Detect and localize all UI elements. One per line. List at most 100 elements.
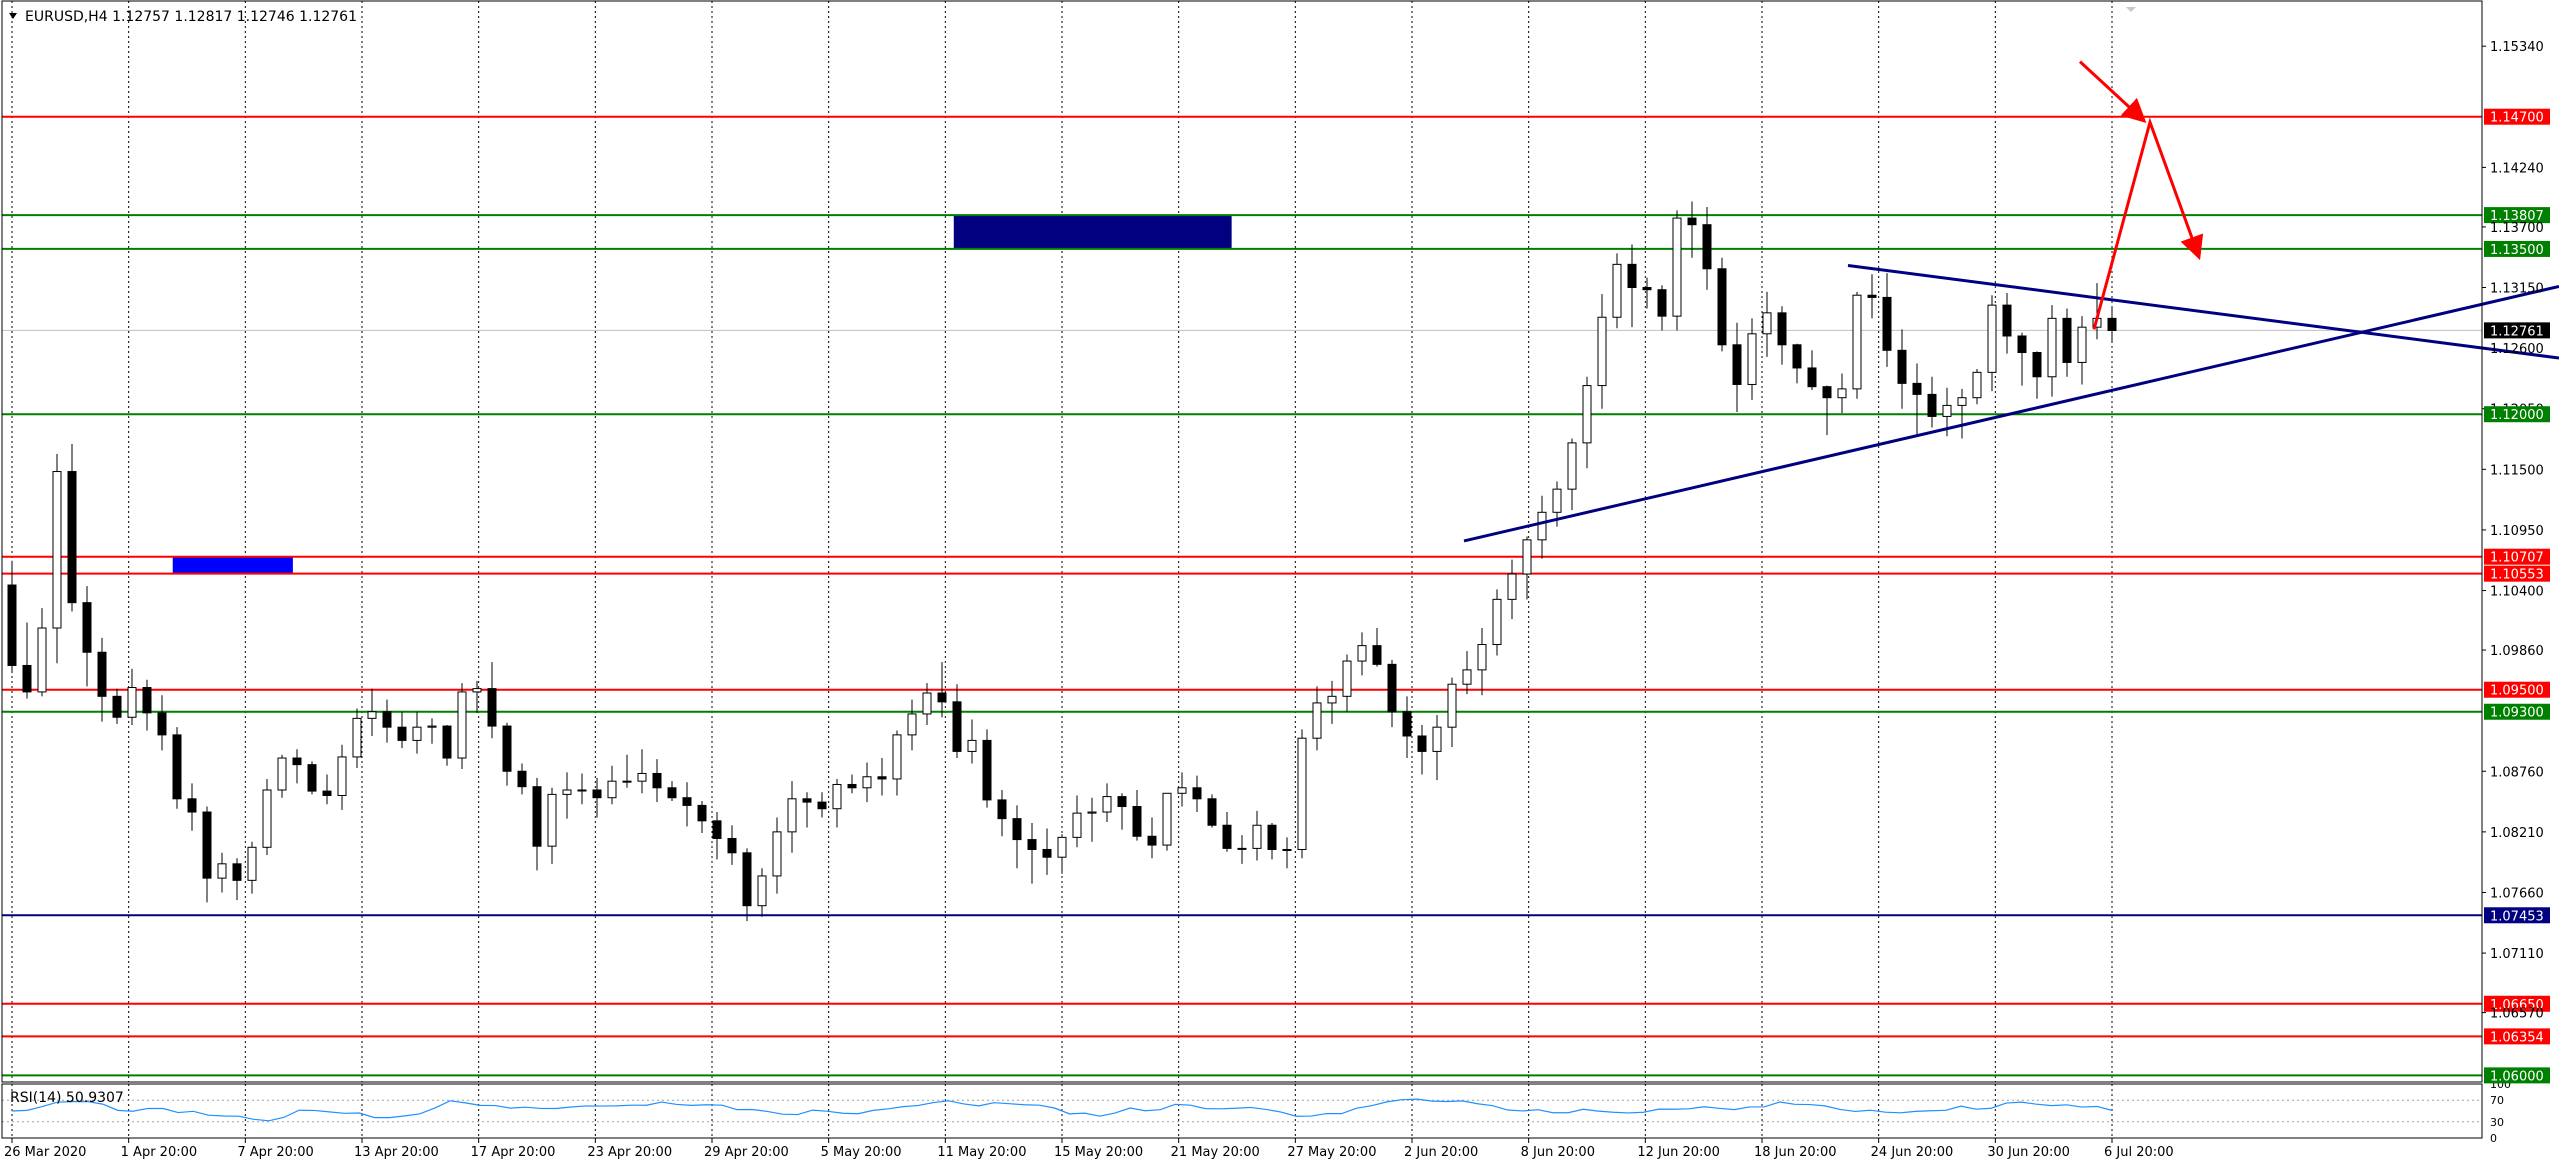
candle-body [1507, 573, 1517, 600]
candle [1462, 651, 1472, 695]
candle-body [2047, 317, 2057, 378]
candle-body [652, 772, 662, 789]
price-tick-label: 1.08760 [2490, 765, 2544, 780]
candle [1447, 677, 1457, 748]
price-label-box [2484, 240, 2550, 257]
candle-body [1537, 511, 1547, 541]
candle-body [547, 793, 557, 847]
candle-body [1222, 824, 1232, 849]
candle [142, 679, 152, 731]
candle [517, 763, 527, 795]
candle [1372, 628, 1382, 667]
price-label-box [2484, 207, 2550, 224]
chart-shift-marker-icon[interactable] [2126, 7, 2136, 12]
candle [727, 825, 737, 865]
candle-body [67, 471, 77, 604]
candle-body [1177, 787, 1187, 794]
triangle-down-icon[interactable] [9, 13, 17, 19]
price-label: 1.06354 [2490, 1030, 2544, 1045]
time-tick-label: 17 Apr 20:00 [471, 1145, 556, 1160]
candle-body [52, 471, 62, 629]
candle-body [1342, 660, 1352, 697]
candle [1102, 783, 1112, 822]
candle-body [1762, 312, 1772, 335]
candle-body [1012, 818, 1022, 841]
candle [2077, 316, 2087, 385]
candle [1432, 715, 1442, 781]
candle-body [7, 584, 17, 666]
price-label: 1.12000 [2490, 408, 2544, 423]
candle-body [712, 820, 722, 839]
candle [352, 708, 362, 768]
candle-body [412, 726, 422, 741]
candle-body [1237, 847, 1247, 850]
candle [1792, 343, 1802, 384]
candle-body [367, 711, 377, 719]
candle-body [1147, 835, 1157, 846]
candle-body [1612, 263, 1622, 318]
candle [82, 586, 92, 687]
candle [427, 718, 437, 744]
candle-body [907, 713, 917, 736]
candle-body [1822, 386, 1832, 399]
time-tick-label: 21 May 20:00 [1171, 1145, 1260, 1160]
candle [1057, 834, 1067, 874]
candle [1327, 680, 1337, 724]
candle-body [787, 798, 797, 833]
candle-body [1597, 316, 1607, 387]
candle-body [832, 783, 842, 810]
candle-body [1792, 344, 1802, 369]
candle [967, 719, 977, 764]
candle [997, 789, 1007, 837]
candle-body [82, 602, 92, 653]
candle [1567, 438, 1577, 511]
candle [892, 730, 902, 796]
candle-body [1972, 371, 1982, 399]
price-label: 1.13807 [2490, 209, 2544, 224]
candle [1702, 207, 1712, 290]
candle [247, 841, 257, 894]
candle [37, 608, 47, 697]
candle-body [127, 687, 137, 718]
candle-body [322, 790, 332, 796]
candle-body [1732, 344, 1742, 385]
candle-body [2002, 304, 2012, 337]
zones [172, 215, 1232, 574]
price-label-box [2484, 406, 2550, 423]
candle [562, 772, 572, 819]
candle [1717, 257, 1727, 352]
price-label: 1.06650 [2490, 998, 2544, 1013]
price-label-box [2484, 548, 2550, 565]
candle-body [1327, 695, 1337, 704]
time-tick-label: 23 Apr 20:00 [587, 1145, 672, 1160]
candle [382, 699, 392, 743]
time-tick-label: 15 May 20:00 [1054, 1145, 1143, 1160]
candle-body [172, 734, 182, 800]
candle [487, 662, 497, 739]
candle-body [1897, 349, 1907, 384]
horizontal-levels [2, 115, 2482, 1077]
candle [1507, 559, 1517, 620]
candle [667, 781, 677, 802]
time-tick-label: 2 Jun 20:00 [1404, 1145, 1478, 1160]
candle-body [457, 691, 467, 759]
projection-arrow [2078, 60, 2147, 123]
candle-body [877, 776, 887, 780]
time-tick-label: 8 Jun 20:00 [1521, 1145, 1595, 1160]
candle-body [607, 780, 617, 799]
candle-body [1477, 644, 1487, 671]
price-label: 1.10707 [2490, 551, 2544, 566]
main-plot-border [1, 0, 2483, 1083]
time-tick-label: 7 Apr 20:00 [237, 1145, 313, 1160]
candle [202, 806, 212, 903]
candle [1222, 812, 1232, 852]
candle [277, 754, 287, 798]
candle-body [37, 627, 47, 693]
candle [1402, 696, 1412, 759]
candle-body [1432, 726, 1442, 752]
candle-body [592, 789, 602, 799]
candle [1042, 828, 1052, 875]
candle-body [937, 692, 947, 703]
candle [2107, 307, 2117, 342]
